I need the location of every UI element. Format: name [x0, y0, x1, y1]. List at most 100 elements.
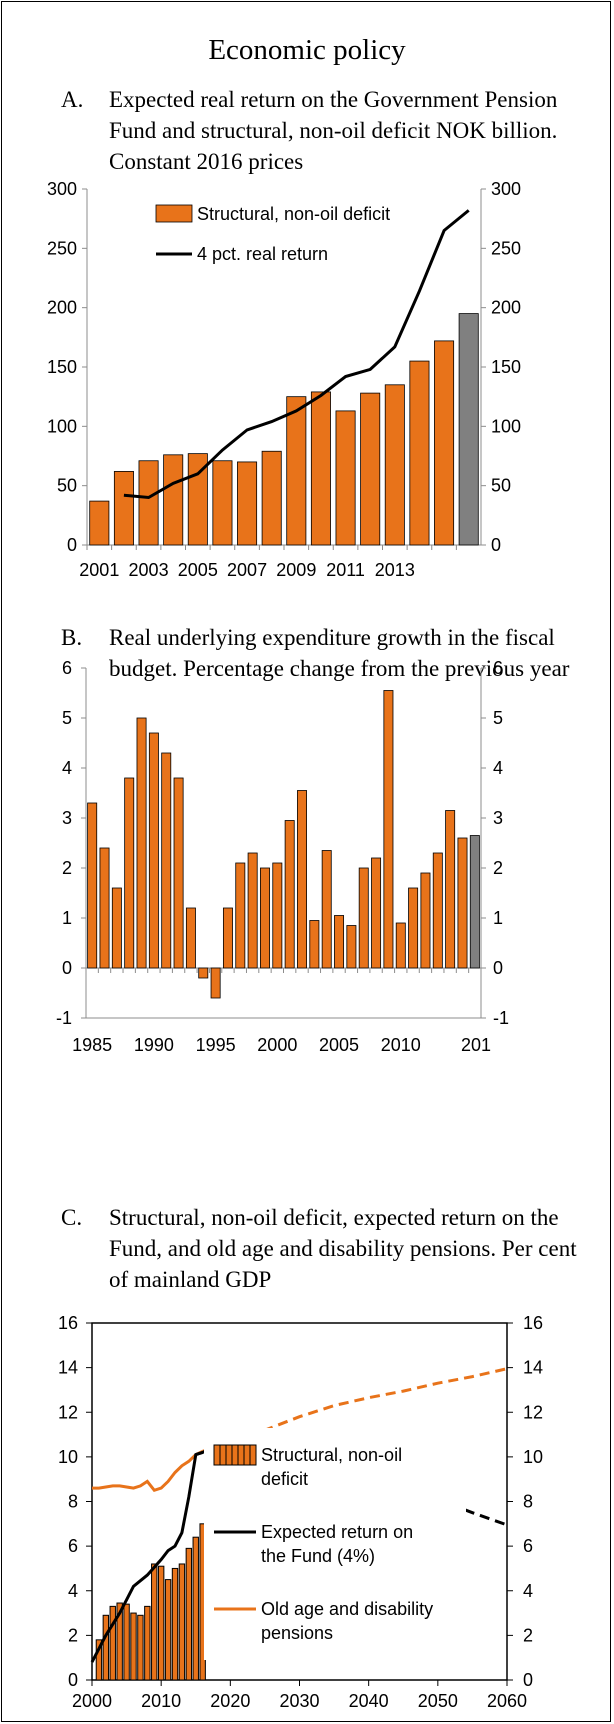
panel-b-title-text: Real underlying expenditure growth in th… [109, 625, 570, 681]
bar [261, 450, 282, 546]
bar [458, 313, 479, 546]
y-tick-label-right: 2 [523, 1625, 533, 1645]
x-tick-label: 2001 [79, 560, 119, 580]
panel-b-letter: B. [61, 625, 83, 650]
y-tick-label-left: 8 [68, 1492, 78, 1512]
panel-a-title: A. Expected real return on the Governmen… [61, 84, 581, 179]
y-tick-label-right: 4 [523, 1581, 533, 1601]
bar [95, 1639, 103, 1681]
panel-b-title: B. Real underlying expenditure growth in… [61, 622, 581, 717]
y-tick-label-right: 6 [493, 658, 503, 678]
y-tick-label-right: 0 [523, 1670, 533, 1690]
y-tick-label-left: 50 [57, 476, 77, 496]
bar [335, 410, 356, 546]
bar [144, 1605, 151, 1681]
legend-label-bar-line1: Structural, non-oil [261, 1445, 402, 1465]
x-tick-label: 1995 [196, 1035, 236, 1055]
bar [111, 887, 122, 969]
fund-return-line-historical [90, 1450, 204, 1663]
bar [360, 392, 381, 546]
y-tick-label-right: 6 [523, 1536, 533, 1556]
line-series [123, 209, 470, 500]
pension-line-projection [202, 1367, 508, 1453]
legend-label-line: 4 pct. real return [197, 244, 328, 264]
y-tick-label-right: 50 [491, 476, 511, 496]
bar [102, 1614, 110, 1681]
bar [89, 500, 110, 546]
y-tick-label-right: 10 [523, 1447, 543, 1467]
bar [420, 872, 431, 969]
y-tick-label-right: 1 [493, 908, 503, 928]
x-tick-label: 2040 [349, 1691, 389, 1711]
y-tick-label-right: 14 [523, 1358, 543, 1378]
x-tick-label: 2050 [418, 1691, 458, 1711]
bar [138, 460, 159, 546]
y-tick-label-left: 2 [62, 858, 72, 878]
y-tick-label-left: 10 [58, 1447, 78, 1467]
panel-c-title-text: Structural, non-oil deficit, expected re… [109, 1205, 577, 1292]
panel-a-letter: A. [61, 87, 84, 112]
bar [210, 967, 221, 999]
bar [99, 847, 110, 969]
legend-label-fund-line1: Expected return on [261, 1522, 413, 1542]
bar [171, 1567, 179, 1681]
y-tick-label-left: 6 [62, 658, 72, 678]
bar [395, 922, 406, 969]
bar [113, 471, 134, 546]
y-tick-label-left: 250 [47, 238, 77, 258]
y-tick-label-right: 0 [493, 958, 503, 978]
y-tick-label-left: 100 [47, 416, 77, 436]
y-tick-label-left: 150 [47, 357, 77, 377]
bar [198, 967, 209, 979]
bar [185, 907, 196, 969]
y-tick-label-right: 16 [523, 1313, 543, 1333]
y-tick-label-left: 4 [68, 1581, 78, 1601]
bar [212, 460, 233, 546]
bar [109, 1605, 116, 1681]
x-tick-label: 2060 [487, 1691, 527, 1711]
x-tick-label: 2000 [72, 1691, 112, 1711]
bar [161, 752, 172, 969]
y-tick-label-right: 150 [491, 357, 521, 377]
y-tick-label-left: 5 [62, 708, 72, 728]
pension-line-historical [92, 1449, 204, 1493]
legend-swatch-bar [155, 204, 193, 223]
y-tick-label-left: 14 [58, 1358, 78, 1378]
bar [87, 802, 98, 969]
page-title: Economic policy [208, 34, 406, 66]
y-tick-label-left: 0 [68, 1670, 78, 1690]
y-tick-label-right: 0 [491, 535, 501, 555]
x-tick-label: 2005 [178, 560, 218, 580]
legend-label-pension-line2: pensions [261, 1623, 333, 1643]
y-tick-label-left: 2 [68, 1625, 78, 1645]
bar [284, 820, 295, 969]
y-tick-label-right: 100 [491, 416, 521, 436]
legend-swatch-bar [213, 1444, 257, 1466]
bar [346, 925, 357, 969]
y-tick-label-right: 2 [493, 858, 503, 878]
x-tick-label: 2005 [319, 1035, 359, 1055]
bar [432, 852, 443, 969]
bar [272, 862, 283, 969]
bar [409, 360, 430, 546]
bar [260, 867, 270, 969]
bar [163, 454, 184, 546]
y-tick-label-right: 8 [523, 1492, 533, 1512]
bar [148, 732, 159, 969]
bar [247, 852, 258, 969]
x-tick-label: 2000 [257, 1035, 297, 1055]
bar [309, 920, 320, 969]
bar [130, 1612, 137, 1681]
bar [151, 1563, 158, 1681]
bar [286, 396, 307, 546]
legend-label-pension-line1: Old age and disability [261, 1599, 433, 1619]
panel-a-title-text: Expected real return on the Government P… [109, 87, 558, 174]
bar [185, 1547, 193, 1681]
x-tick-label: 2003 [129, 560, 169, 580]
y-tick-label-right: 200 [491, 298, 521, 318]
bar [237, 461, 258, 546]
x-tick-label: 201 [461, 1035, 491, 1055]
bar [383, 690, 394, 969]
bar [222, 907, 233, 969]
